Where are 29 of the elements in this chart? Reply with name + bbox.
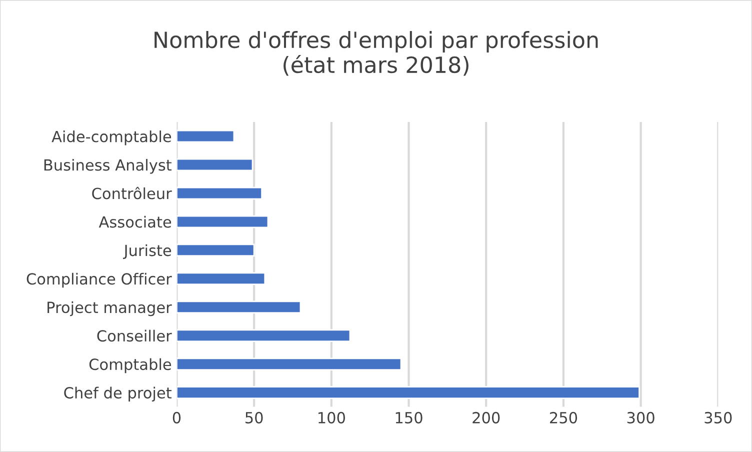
y-tick-label: Associate [98, 216, 172, 228]
y-tick-label: Contrôleur [92, 186, 172, 200]
y-tick-label: Conseiller [97, 330, 172, 342]
bar [176, 244, 255, 257]
x-tick-label: 50 [246, 412, 263, 424]
bar [176, 215, 269, 228]
x-tick-label: 350 [704, 412, 732, 424]
x-tick-label: 200 [472, 412, 500, 424]
bar [176, 130, 235, 143]
y-tick-label: Project manager [48, 301, 172, 316]
bar [176, 386, 640, 399]
x-tick-label: 250 [550, 412, 578, 424]
y-tick-label: Business Analyst [44, 158, 172, 174]
bar [176, 158, 254, 172]
x-tick-label: 100 [318, 412, 345, 424]
bar [176, 186, 262, 200]
bar [176, 329, 351, 342]
chart-title: Nombre d'offres d'emploi par profession (état mars 2018) [154, 31, 598, 76]
x-tick-label: 0 [172, 412, 181, 424]
y-tick-label: Comptable [89, 358, 172, 374]
bar [176, 300, 302, 314]
bar [176, 272, 266, 286]
bar [176, 358, 402, 370]
x-tick-label: 300 [627, 412, 654, 424]
y-tick-label: Aide-comptable [52, 130, 172, 146]
y-tick-label: Compliance Officer [26, 272, 172, 288]
y-tick-label: Chef de projet [64, 386, 172, 402]
x-tick-label: 150 [396, 412, 422, 424]
y-tick-label: Juriste [123, 244, 172, 260]
